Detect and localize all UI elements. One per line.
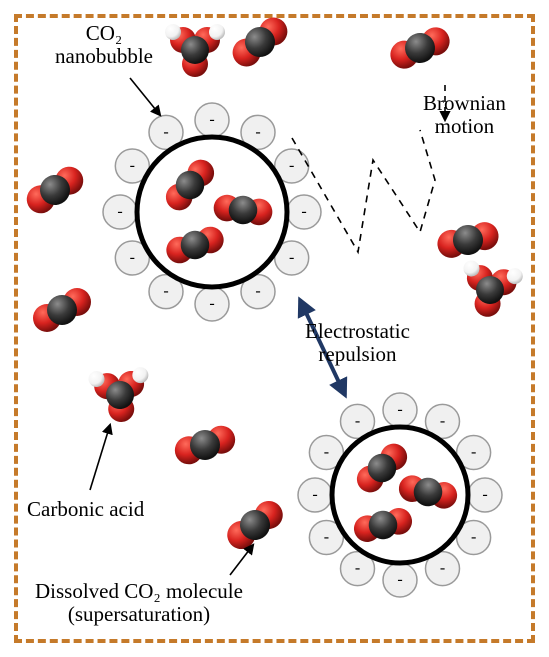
label-carbonic: Carbonic acid (27, 498, 144, 521)
label-nanobubble: CO₂ nanobubble (55, 22, 153, 68)
diagram-canvas: ------------------------CO₂ nanobubbleBr… (0, 0, 549, 657)
label-dissolved: Dissolved CO₂ molecule (supersaturation) (35, 580, 243, 626)
label-brownian: Brownian motion (423, 92, 506, 138)
label-repulsion: Electrostatic repulsion (305, 320, 410, 366)
